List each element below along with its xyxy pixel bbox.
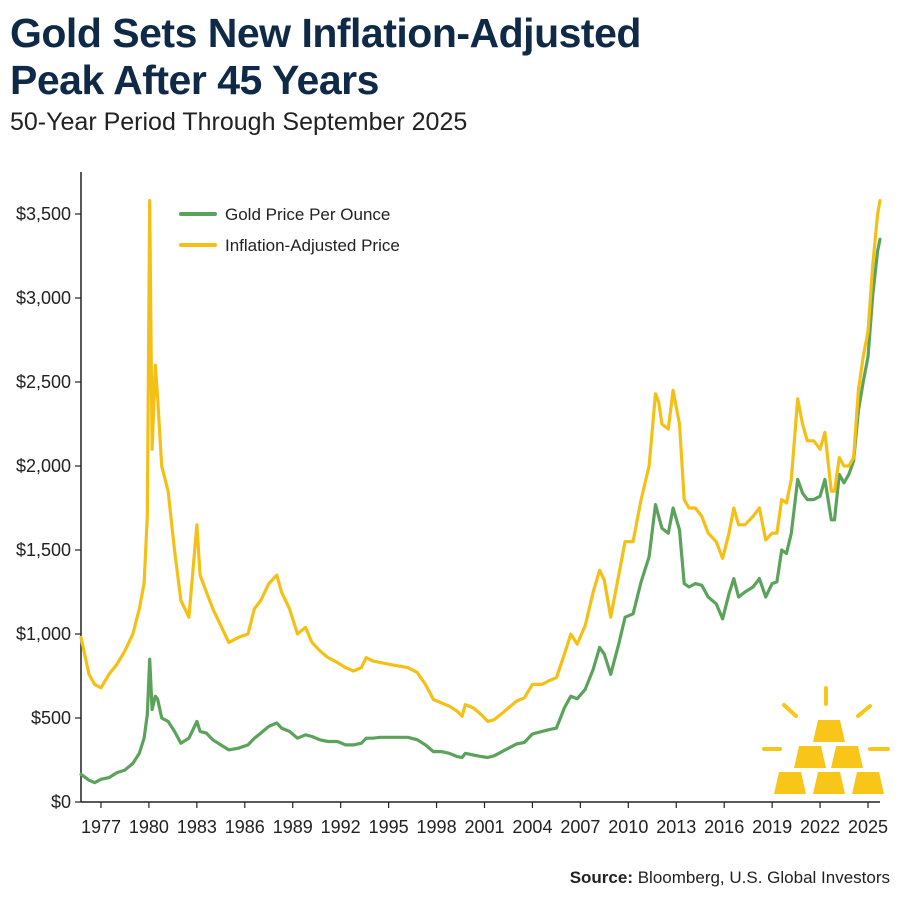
x-tick-label: 2022 [800,817,840,837]
source-note: Source: Bloomberg, U.S. Global Investors [570,868,890,888]
y-tick-label: $3,500 [16,204,71,224]
x-tick-label: 1986 [225,817,265,837]
x-tick-label: 1998 [417,817,457,837]
y-tick-label: $1,000 [16,624,71,644]
y-tick-label: $0 [51,792,71,812]
gold-bars-icon [762,686,890,794]
axes: $0 $500 $1,000 $1,500 $2,000 $2,500 $3,000 $3,5… [16,172,888,837]
y-tick-label: $2,000 [16,456,71,476]
source-text: Bloomberg, U.S. Global Investors [637,868,890,887]
x-tick-label: 2025 [848,817,888,837]
legend-label: Inflation-Adjusted Price [225,236,400,255]
x-tick-label: 1995 [369,817,409,837]
icon-gold-bar [813,720,845,742]
icon-gold-bar [774,772,806,794]
icon-ray [782,703,798,718]
x-tick-label: 1983 [177,817,217,837]
chart-title: Gold Sets New Inflation-Adjusted Peak Af… [10,10,641,104]
icon-gold-bar [852,772,884,794]
x-tick-label: 1989 [273,817,313,837]
icon-ray [856,704,872,718]
y-tick-label: $1,500 [16,540,71,560]
legend-label: Gold Price Per Ounce [225,205,390,224]
x-tick-label: 1980 [129,817,169,837]
x-tick-label: 1977 [81,817,121,837]
y-tick-label: $3,000 [16,288,71,308]
source-label: Source: [569,868,633,887]
series-layer [79,199,882,785]
icon-gold-bar [794,746,826,768]
x-tick-label: 2010 [608,817,648,837]
x-tick-label: 1992 [321,817,361,837]
icon-gold-bar [831,746,863,768]
x-tick-label: 2004 [512,817,552,837]
x-tick-label: 2001 [464,817,504,837]
series-line-inflation-adjusted [79,199,882,724]
y-tick-label: $2,500 [16,372,71,392]
x-tick-label: 2016 [704,817,744,837]
y-tick-label: $500 [31,708,71,728]
series-line-gold-price [79,237,882,785]
x-tick-label: 2019 [752,817,792,837]
title-line-1: Gold Sets New Inflation-Adjusted [10,10,641,56]
chart-subtitle: 50-Year Period Through September 2025 [10,108,468,136]
title-line-2: Peak After 45 Years [10,57,379,103]
legend: Gold Price Per Ounce Inflation-Adjusted P… [179,205,400,255]
x-tick-label: 2013 [656,817,696,837]
icon-gold-bar [813,772,845,794]
x-tick-label: 2007 [560,817,600,837]
